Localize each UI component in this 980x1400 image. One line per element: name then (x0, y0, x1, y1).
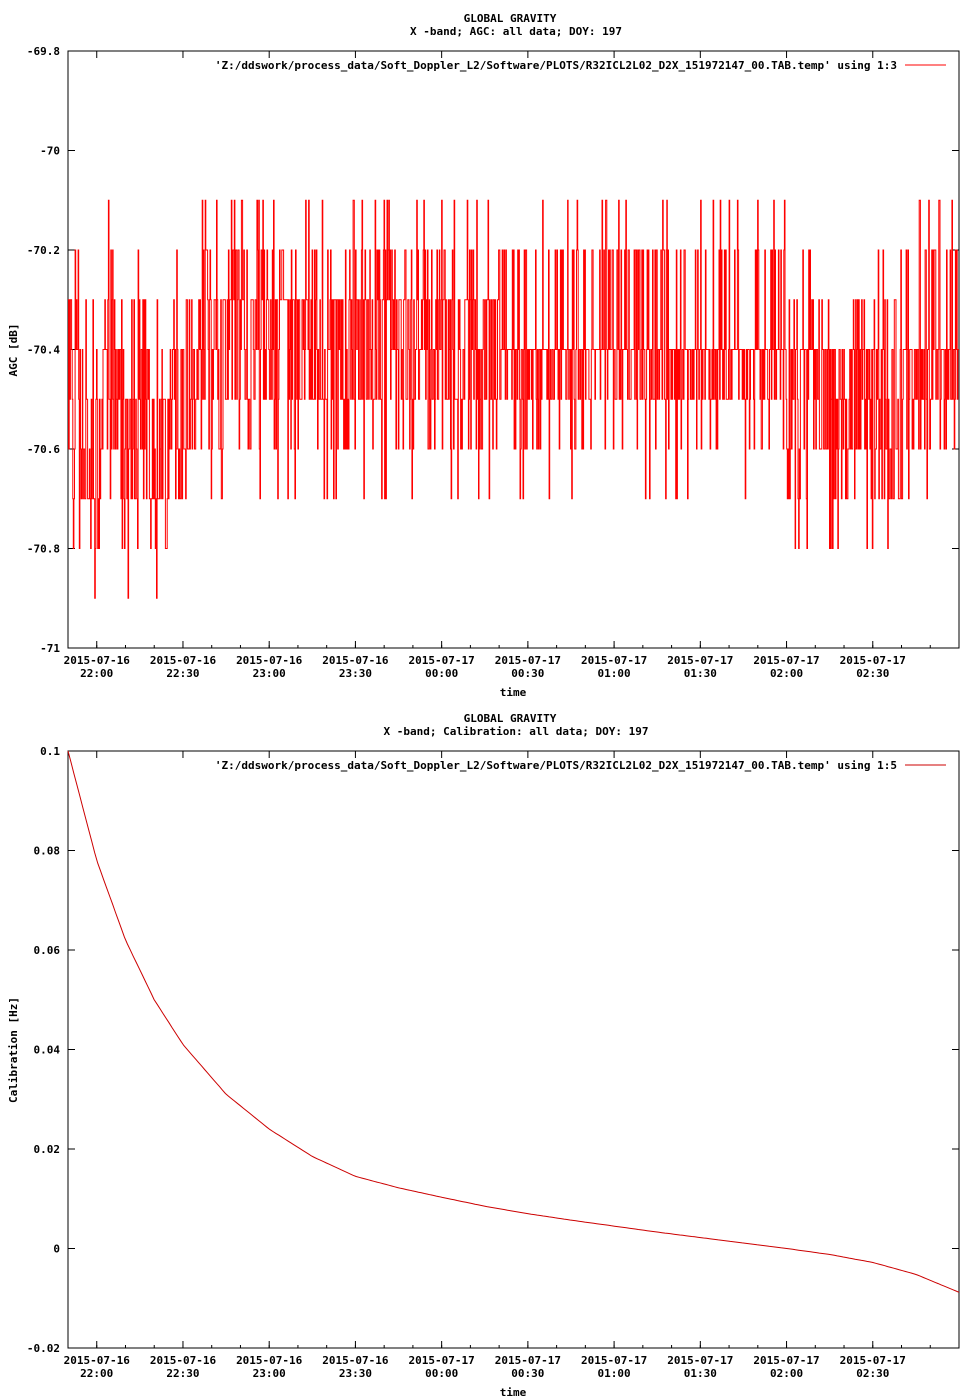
calibration-x-tick-label-time: 22:00 (80, 1367, 113, 1380)
calibration-y-axis-label: Calibration [Hz] (7, 997, 20, 1103)
agc-x-tick-label-time: 00:00 (425, 667, 458, 680)
calibration-y-tick-label: 0.06 (34, 944, 61, 957)
agc-x-tick-label-date: 2015-07-17 (753, 654, 819, 667)
calibration-y-tick-label: 0.04 (34, 1044, 61, 1057)
calibration-x-tick-label-date: 2015-07-17 (753, 1354, 819, 1367)
calibration-x-tick-label-time: 23:30 (339, 1367, 372, 1380)
calibration-x-tick-label-time: 02:30 (856, 1367, 889, 1380)
calibration-legend-label: 'Z:/ddswork/process_data/Soft_Doppler_L2… (215, 759, 897, 772)
calibration-y-ticks: 0.1 0.08 0.06 0.04 0.02 0 -0.02 (27, 745, 959, 1355)
agc-x-tick-label-date: 2015-07-17 (840, 654, 906, 667)
calibration-chart: GLOBAL GRAVITY X -band; Calibration: all… (7, 712, 960, 1399)
calibration-plot-frame (67, 750, 960, 1349)
calibration-x-axis-label: time (500, 1386, 527, 1399)
calibration-x-tick-label-date: 2015-07-17 (581, 1354, 647, 1367)
agc-x-ticks: 2015-07-1622:002015-07-1622:302015-07-16… (64, 51, 960, 680)
calibration-x-tick-label-time: 00:00 (425, 1367, 458, 1380)
agc-x-tick-label-time: 22:30 (166, 667, 199, 680)
agc-y-tick-label: -70 (40, 145, 60, 158)
agc-x-tick-label-time: 02:30 (856, 667, 889, 680)
agc-x-tick-label-date: 2015-07-16 (236, 654, 303, 667)
agc-x-tick-label-time: 00:30 (511, 667, 544, 680)
calibration-x-tick-label-date: 2015-07-17 (667, 1354, 733, 1367)
agc-series-line (68, 199, 959, 599)
agc-x-tick-label-time: 22:00 (80, 667, 113, 680)
agc-y-tick-label: -71 (40, 642, 60, 655)
calibration-chart-subtitle: X -band; Calibration: all data; DOY: 197 (384, 725, 649, 738)
agc-x-tick-label-date: 2015-07-16 (322, 654, 389, 667)
agc-x-axis-label: time (500, 686, 527, 699)
agc-x-tick-label-time: 23:00 (253, 667, 286, 680)
calibration-x-tick-label-time: 01:30 (684, 1367, 717, 1380)
calibration-x-tick-label-time: 02:00 (770, 1367, 803, 1380)
calibration-x-ticks: 2015-07-1622:002015-07-1622:302015-07-16… (64, 751, 960, 1380)
calibration-y-tick-label: 0.08 (34, 845, 61, 858)
calibration-x-tick-label-date: 2015-07-16 (64, 1354, 131, 1367)
calibration-y-tick-label: 0.1 (40, 745, 60, 758)
calibration-x-tick-label-date: 2015-07-17 (409, 1354, 475, 1367)
calibration-x-tick-label-date: 2015-07-16 (150, 1354, 217, 1367)
calibration-y-tick-label: 0 (53, 1243, 60, 1256)
agc-x-tick-label-date: 2015-07-17 (495, 654, 561, 667)
agc-chart-title: GLOBAL GRAVITY (464, 12, 557, 25)
agc-y-tick-label: -69.8 (27, 45, 60, 58)
calibration-x-tick-label-date: 2015-07-17 (495, 1354, 561, 1367)
calibration-x-tick-label-time: 01:00 (598, 1367, 631, 1380)
agc-x-tick-label-date: 2015-07-16 (64, 654, 131, 667)
agc-y-tick-label: -70.2 (27, 244, 60, 257)
calibration-chart-title: GLOBAL GRAVITY (464, 712, 557, 725)
agc-y-tick-label: -70.6 (27, 443, 60, 456)
agc-x-tick-label-date: 2015-07-17 (581, 654, 647, 667)
agc-chart-subtitle: X -band; AGC: all data; DOY: 197 (410, 25, 622, 38)
calibration-series-line (67, 750, 960, 1293)
agc-x-tick-label-time: 01:00 (598, 667, 631, 680)
agc-x-tick-label-date: 2015-07-17 (409, 654, 475, 667)
agc-y-axis-label: AGC [dB] (7, 324, 20, 377)
agc-x-tick-label-time: 02:00 (770, 667, 803, 680)
agc-legend-label: 'Z:/ddswork/process_data/Soft_Doppler_L2… (215, 59, 897, 72)
agc-y-tick-label: -70.8 (27, 543, 60, 556)
calibration-x-tick-label-time: 22:30 (166, 1367, 199, 1380)
agc-x-tick-label-date: 2015-07-16 (150, 654, 217, 667)
calibration-x-tick-label-time: 00:30 (511, 1367, 544, 1380)
calibration-x-tick-label-time: 23:00 (253, 1367, 286, 1380)
calibration-y-tick-label: -0.02 (27, 1342, 60, 1355)
calibration-x-tick-label-date: 2015-07-16 (322, 1354, 389, 1367)
calibration-x-tick-label-date: 2015-07-16 (236, 1354, 303, 1367)
agc-x-tick-label-time: 23:30 (339, 667, 372, 680)
agc-chart: GLOBAL GRAVITY X -band; AGC: all data; D… (7, 12, 960, 699)
agc-y-tick-label: -70.4 (27, 344, 60, 357)
calibration-x-tick-label-date: 2015-07-17 (840, 1354, 906, 1367)
agc-x-tick-label-date: 2015-07-17 (667, 654, 733, 667)
calibration-y-tick-label: 0.02 (34, 1143, 61, 1156)
agc-x-tick-label-time: 01:30 (684, 667, 717, 680)
